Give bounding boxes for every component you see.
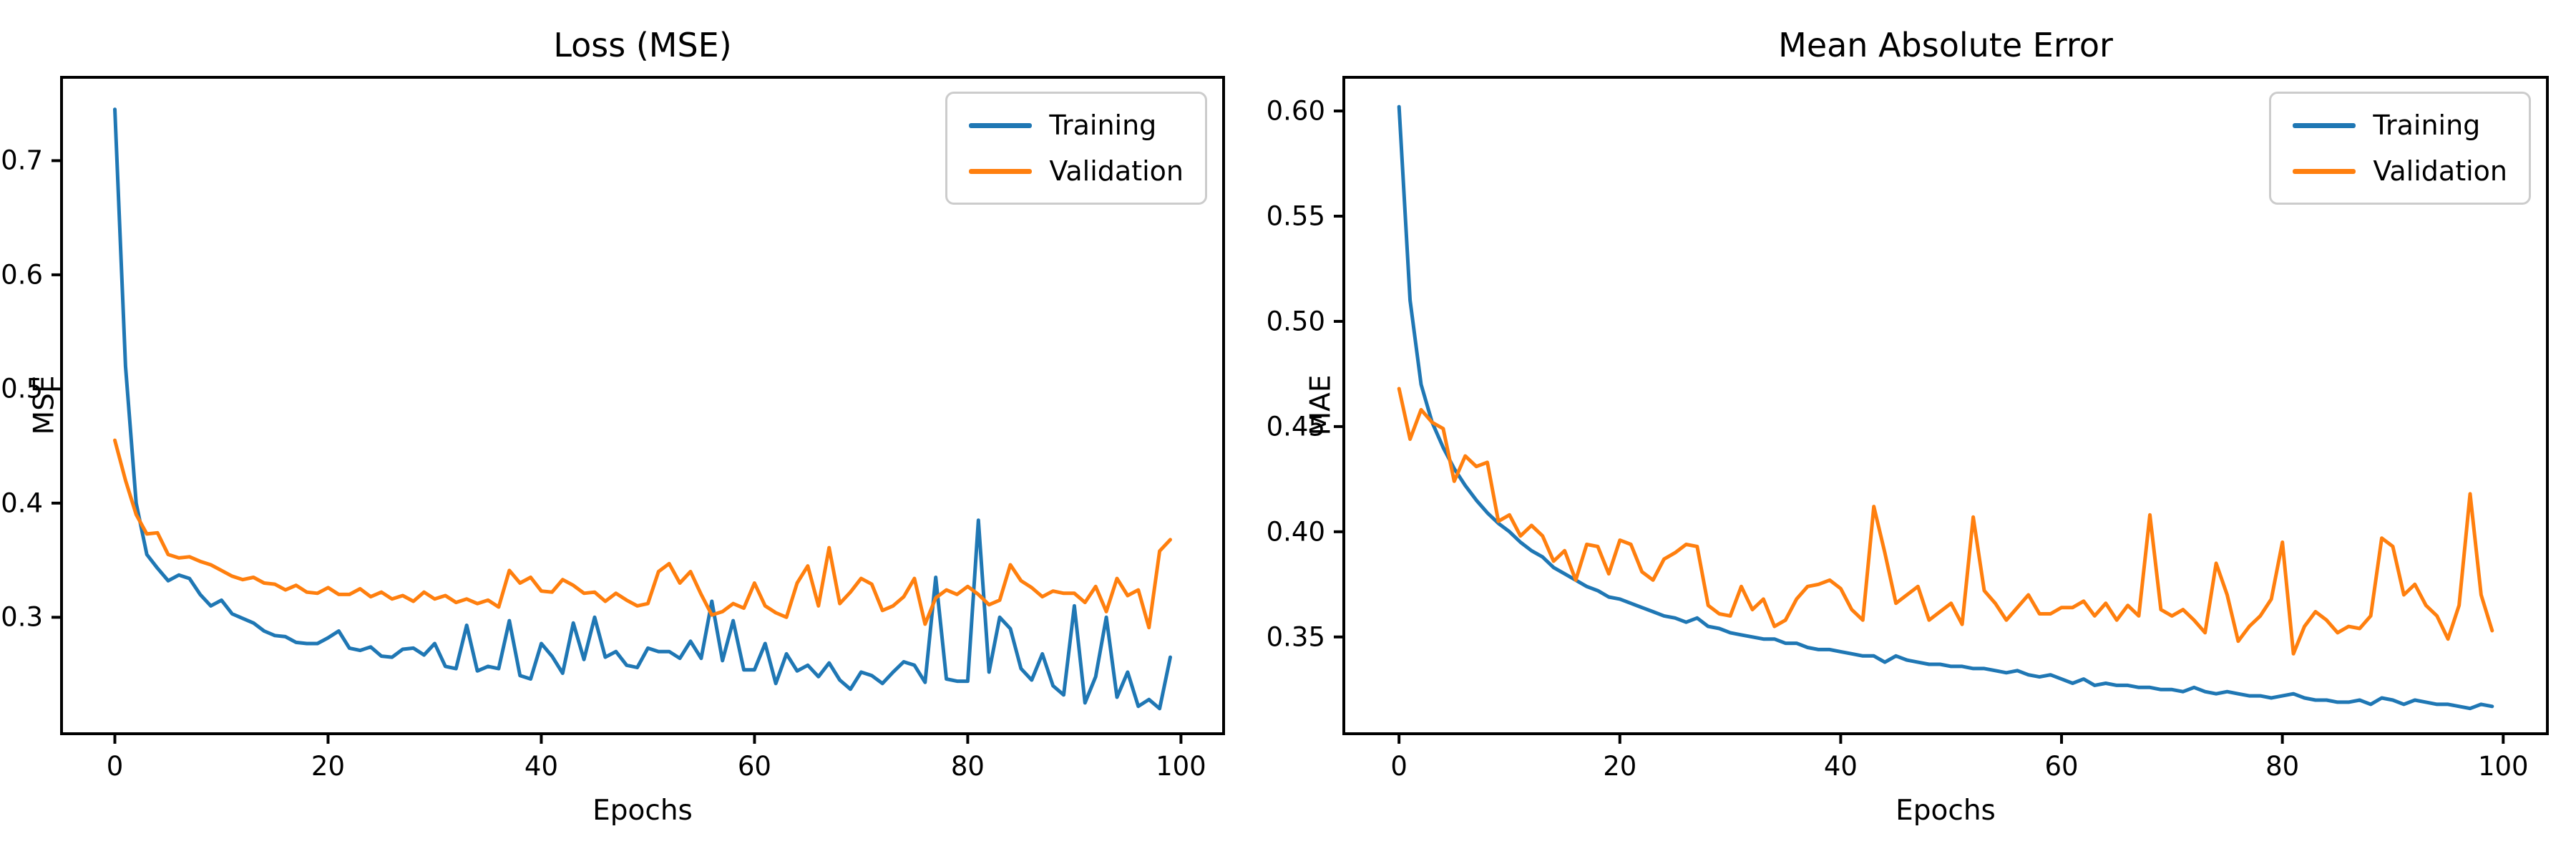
x-tick-label: 80 [2265, 751, 2300, 782]
y-tick-label: 0.60 [1266, 95, 1325, 127]
x-tick-label: 40 [1823, 751, 1858, 782]
training-series-line [113, 107, 1172, 711]
legend-label-training: Training [1049, 110, 1157, 141]
legend-label-validation: Validation [2373, 155, 2507, 187]
legend-label-training: Training [2373, 110, 2481, 141]
y-tick-label: 0.50 [1266, 306, 1325, 337]
x-tick-label: 100 [1156, 751, 1206, 782]
validation-line-swatch-icon [969, 168, 1033, 174]
training-line-swatch-icon [969, 122, 1033, 128]
mae-x-axis-label: Epochs [1896, 795, 1996, 827]
validation-line-swatch-icon [2293, 168, 2356, 174]
x-tick-label: 100 [2477, 751, 2529, 782]
mae-chart-title: Mean Absolute Error [1778, 26, 2113, 64]
y-tick-label: 0.35 [1266, 621, 1325, 653]
x-tick-label: 20 [1603, 751, 1637, 782]
x-tick-label: 60 [2044, 751, 2079, 782]
y-tick-label: 0.40 [1266, 516, 1325, 548]
y-tick-label: 0.5 [1, 373, 43, 404]
x-tick-label: 60 [737, 751, 771, 782]
y-tick-label: 0.55 [1266, 200, 1325, 232]
legend-label-validation: Validation [1049, 155, 1184, 187]
y-tick-label: 0.45 [1266, 411, 1325, 442]
x-tick-label: 0 [1390, 751, 1407, 782]
validation-series-line [1397, 387, 2494, 656]
training-line-swatch-icon [2293, 122, 2356, 128]
y-tick-label: 0.4 [1, 487, 43, 519]
legend-row-validation: Validation [2293, 155, 2507, 187]
validation-series-line [113, 438, 1172, 630]
y-tick-label: 0.3 [1, 601, 43, 633]
mse-chart-title: Loss (MSE) [553, 26, 732, 64]
mse-axes-spines [60, 76, 1225, 735]
legend-row-training: Training [969, 110, 1184, 141]
legend-row-validation: Validation [969, 155, 1184, 187]
x-tick-label: 0 [106, 751, 124, 782]
y-tick-label: 0.7 [1, 145, 43, 176]
mse-x-axis-label: Epochs [592, 795, 693, 827]
x-tick-label: 80 [950, 751, 985, 782]
x-tick-label: 40 [524, 751, 558, 782]
legend-row-training: Training [2293, 110, 2507, 141]
mae-axes-spines [1342, 76, 2549, 735]
mae-legend: Training Validation [2269, 92, 2531, 205]
y-tick-label: 0.6 [1, 259, 43, 291]
training-series-line [1397, 105, 2494, 711]
mse-legend: Training Validation [945, 92, 1207, 205]
x-tick-label: 20 [311, 751, 346, 782]
